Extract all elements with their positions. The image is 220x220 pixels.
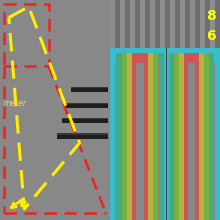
Bar (210, 63, 214, 220)
Bar (132, 53, 148, 63)
Bar (145, 0, 150, 48)
Bar (110, 0, 116, 48)
Bar (150, 0, 155, 48)
Bar (170, 0, 175, 48)
Bar (205, 0, 210, 48)
Bar (195, 0, 200, 48)
Bar (190, 0, 195, 48)
Bar (122, 53, 158, 63)
Bar (180, 0, 185, 48)
Bar (66, 104, 108, 108)
Bar (169, 53, 214, 63)
Bar (165, 0, 170, 48)
Bar (163, 63, 168, 220)
Bar (62, 119, 108, 123)
Bar (166, 48, 167, 220)
Bar (174, 53, 209, 63)
Bar (204, 63, 209, 220)
Bar (116, 53, 164, 63)
Bar (195, 63, 200, 220)
Bar (127, 63, 132, 220)
Bar (116, 63, 121, 220)
Bar (144, 63, 148, 220)
Bar (130, 0, 135, 48)
Text: meter: meter (3, 99, 26, 108)
Bar (174, 63, 179, 220)
Bar (210, 0, 215, 48)
Bar (125, 0, 130, 48)
Bar (62, 118, 108, 123)
Bar (200, 0, 205, 48)
Bar (215, 63, 220, 220)
Bar (200, 63, 204, 220)
Bar (110, 63, 115, 220)
Bar (71, 87, 108, 92)
Bar (175, 0, 180, 48)
Bar (135, 0, 140, 48)
Text: 8: 8 (206, 9, 216, 23)
Bar (163, 53, 220, 63)
Bar (183, 53, 200, 63)
Bar (116, 0, 120, 48)
Bar (57, 133, 108, 139)
Bar (71, 88, 108, 92)
Bar (57, 135, 108, 139)
Bar (165, 63, 170, 220)
Bar (179, 63, 183, 220)
Bar (154, 63, 158, 220)
Bar (160, 0, 165, 48)
Bar (127, 53, 153, 63)
Bar (110, 48, 220, 62)
Bar (169, 63, 173, 220)
Bar (183, 63, 188, 220)
Bar (132, 63, 136, 220)
Bar (215, 0, 220, 48)
Bar (148, 63, 153, 220)
Bar (179, 53, 204, 63)
Bar (120, 0, 125, 48)
Bar (110, 53, 170, 63)
Bar (140, 0, 145, 48)
Bar (66, 103, 108, 108)
Text: 6: 6 (206, 29, 215, 43)
Bar (159, 63, 164, 220)
Bar (155, 0, 160, 48)
Bar (185, 0, 190, 48)
Bar (122, 63, 126, 220)
